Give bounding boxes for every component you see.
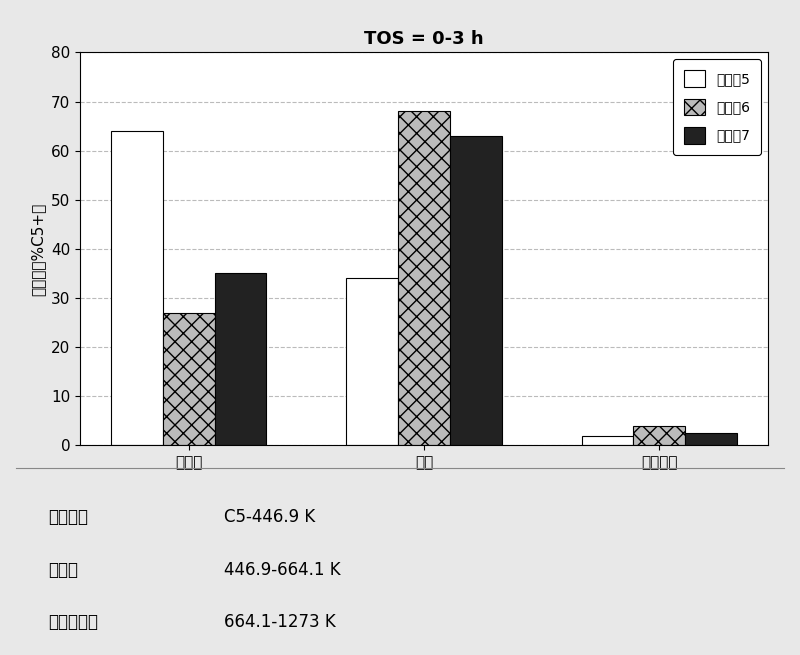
Text: 664.1-1273 K: 664.1-1273 K	[224, 613, 336, 631]
Bar	[111, 131, 163, 445]
Legend: 实施例5, 实施例6, 实施例7: 实施例5, 实施例6, 实施例7	[673, 60, 761, 155]
Bar	[685, 433, 737, 445]
Bar	[346, 278, 398, 445]
Title: TOS = 0-3 h: TOS = 0-3 h	[364, 30, 484, 48]
Bar	[214, 274, 266, 445]
Text: 重质馏分：: 重质馏分：	[48, 613, 98, 631]
Bar	[398, 111, 450, 445]
Bar	[582, 436, 634, 445]
Text: C5-446.9 K: C5-446.9 K	[224, 508, 315, 527]
Bar	[163, 313, 214, 445]
Bar	[450, 136, 502, 445]
Text: 柴油：: 柴油：	[48, 561, 78, 579]
Bar	[634, 426, 685, 445]
Text: 446.9-664.1 K: 446.9-664.1 K	[224, 561, 341, 579]
Y-axis label: 选择性（%C5+）: 选择性（%C5+）	[30, 202, 46, 295]
Text: 石脑油：: 石脑油：	[48, 508, 88, 527]
